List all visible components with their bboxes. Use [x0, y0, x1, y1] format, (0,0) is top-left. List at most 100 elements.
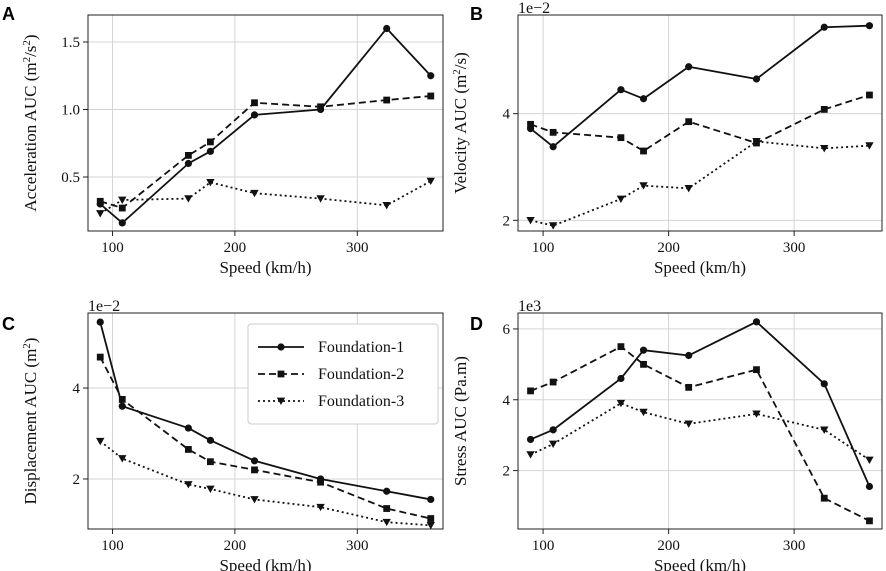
y-tick-label: 0.5 — [61, 170, 80, 186]
data-point-foundation-2 — [753, 366, 760, 374]
x-tick-label: 100 — [101, 240, 124, 256]
legend-marker-foundation-3 — [276, 397, 286, 405]
y-tick-label: 4 — [73, 381, 81, 397]
panel-label: D — [470, 314, 483, 334]
y-tick-label: 2 — [503, 213, 511, 229]
data-point-foundation-3 — [684, 184, 693, 193]
plot-frame — [87, 312, 444, 530]
data-point-foundation-3 — [752, 138, 761, 146]
data-point-foundation-2 — [427, 515, 435, 522]
data-point-foundation-2 — [617, 134, 625, 142]
data-point-foundation-3 — [184, 481, 193, 489]
x-tick-label: 200 — [224, 538, 247, 554]
legend-box — [247, 323, 439, 425]
data-point-foundation-1 — [752, 75, 761, 83]
data-point-foundation-2 — [640, 147, 647, 155]
data-point-foundation-1 — [383, 487, 391, 495]
data-point-foundation-3 — [250, 496, 259, 504]
data-point-foundation-2 — [866, 91, 873, 99]
data-point-foundation-1 — [685, 63, 693, 71]
data-point-foundation-1 — [118, 219, 126, 227]
x-tick-label: 300 — [346, 538, 369, 554]
data-point-foundation-3 — [316, 195, 325, 203]
x-axis-label: Speed (km/h) — [219, 258, 311, 277]
plot-frame — [87, 14, 444, 232]
series-foundation-2 — [96, 353, 435, 522]
data-point-foundation-1 — [526, 435, 535, 444]
data-point-foundation-3 — [865, 142, 874, 150]
axis-scale-label: 1e−2 — [518, 0, 550, 17]
y-tick-label: 4 — [503, 107, 511, 123]
data-point-foundation-2 — [96, 353, 104, 361]
x-axis-label: Speed (km/h) — [654, 258, 746, 277]
data-point-foundation-1 — [865, 22, 874, 30]
x-tick-label: 300 — [346, 240, 369, 256]
series-line-foundation-2 — [530, 345, 870, 522]
series-foundation-3 — [526, 399, 874, 464]
x-axis-label: Speed (km/h) — [219, 556, 311, 571]
data-point-foundation-1 — [685, 351, 693, 360]
panel-b: B 100 200 300 2 4 1e−2 Speed (km/h) Velocity AUC… — [451, 0, 883, 277]
data-point-foundation-2 — [527, 120, 534, 128]
data-point-foundation-3 — [382, 201, 391, 210]
x-tick-label: 100 — [532, 240, 555, 256]
data-point-foundation-1 — [549, 143, 557, 151]
data-point-foundation-2 — [207, 138, 214, 146]
data-point-foundation-2 — [251, 99, 258, 107]
series-foundation-3 — [96, 437, 435, 530]
data-point-foundation-3 — [426, 177, 435, 186]
legend-label-foundation-1: Foundation-1 — [318, 339, 404, 356]
data-point-foundation-2 — [383, 505, 391, 512]
x-tick-label: 200 — [657, 240, 680, 256]
data-point-foundation-2 — [251, 466, 258, 474]
data-point-foundation-1 — [639, 346, 648, 354]
y-axis-label: Stress AUC (Pa.m) — [451, 356, 470, 486]
data-point-foundation-2 — [617, 343, 625, 351]
series-foundation-2 — [527, 343, 873, 525]
data-point-foundation-3 — [526, 451, 535, 459]
panel-label: A — [2, 4, 15, 24]
data-point-foundation-1 — [250, 111, 259, 119]
panel-c: C 100 200 300 2 4 1e−2 Speed (km/h) Displacement… — [2, 298, 444, 571]
series-foundation-1 — [96, 24, 435, 227]
data-point-foundation-3 — [96, 210, 105, 218]
series-line-foundation-3 — [99, 180, 432, 215]
data-point-foundation-1 — [617, 374, 625, 383]
data-point-foundation-2 — [549, 378, 557, 386]
data-point-foundation-2 — [184, 446, 192, 453]
legend-marker-foundation-1 — [277, 343, 285, 351]
data-point-foundation-2 — [317, 478, 324, 486]
x-tick-label: 200 — [224, 240, 247, 256]
data-point-foundation-3 — [206, 179, 215, 187]
panel-a: A 100 200 300 0.5 1.0 1.5 Speed (km/h) Accelerat… — [2, 4, 444, 277]
data-point-foundation-1 — [752, 318, 761, 326]
data-point-foundation-1 — [427, 495, 435, 504]
data-point-foundation-1 — [250, 457, 259, 465]
data-point-foundation-2 — [549, 128, 557, 136]
x-tick-label: 300 — [783, 538, 806, 554]
data-point-foundation-3 — [616, 399, 626, 408]
data-point-foundation-3 — [865, 456, 874, 464]
data-point-foundation-1 — [96, 318, 104, 326]
data-point-foundation-1 — [206, 436, 215, 444]
x-axis-label: Speed (km/h) — [654, 556, 746, 571]
y-tick-label: 2 — [503, 464, 511, 480]
data-point-foundation-3 — [548, 440, 558, 449]
data-point-foundation-3 — [118, 196, 127, 204]
series-foundation-3 — [96, 177, 435, 218]
data-point-foundation-2 — [317, 103, 324, 111]
data-point-foundation-3 — [548, 222, 558, 230]
data-point-foundation-3 — [426, 522, 435, 530]
data-point-foundation-2 — [118, 204, 126, 212]
data-point-foundation-1 — [427, 72, 435, 80]
x-tick-label: 300 — [783, 240, 806, 256]
series-line-foundation-1 — [530, 320, 871, 487]
data-point-foundation-3 — [820, 144, 829, 153]
y-tick-label: 6 — [503, 322, 511, 338]
data-point-foundation-3 — [250, 189, 259, 198]
data-point-foundation-1 — [206, 147, 215, 155]
data-point-foundation-1 — [820, 380, 828, 388]
data-point-foundation-1 — [639, 95, 648, 103]
series-line-foundation-2 — [99, 95, 431, 209]
y-tick-label: 1.0 — [61, 103, 80, 119]
